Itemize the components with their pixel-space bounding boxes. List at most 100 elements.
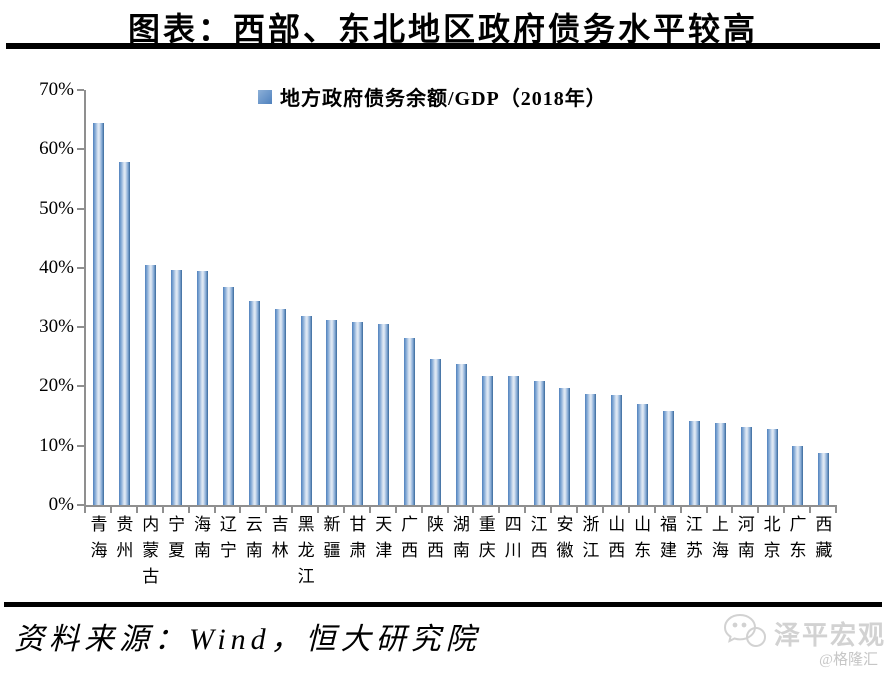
x-category-label: 辽 宁 [219,515,237,560]
y-tick-label: 70% [39,79,74,100]
bar-海南 [197,271,208,505]
watermark: 泽平宏观 [722,612,886,655]
x-tick-mark [472,507,475,513]
bars-area [86,90,837,505]
bar-西藏 [818,453,830,505]
x-tick-mark [705,507,708,513]
x-category-label: 山 东 [634,515,652,560]
chart-legend: 地方政府债务余额/GDP（2018年） [258,82,607,111]
y-tick-mark [77,266,84,269]
bar-上海 [714,422,726,505]
x-tick-mark [265,507,268,513]
y-tick-mark [77,89,84,91]
watermark-handle: @格隆汇 [819,652,878,668]
x-tick-mark [187,507,190,513]
bar-chart: 地方政府债务余额/GDP（2018年） 70% 60% 50% 40% 30% 20% 10… [0,60,886,600]
top-divider [6,43,880,49]
bar-slot [190,90,216,505]
x-category-label: 安 徽 [556,515,574,560]
bar-山东 [637,403,649,505]
x-tick-mark [550,507,553,513]
x-tick-mark [601,507,604,513]
wechat-bubbles-icon [722,612,768,655]
bar-slot [164,90,190,505]
x-category-label: 海 南 [194,515,211,560]
x-tick-mark [368,507,371,513]
bar-黑龙江 [300,315,312,505]
bar-辽宁 [222,286,234,505]
bar-青海 [93,123,105,505]
bar-福建 [663,411,675,505]
legend-label: 地方政府债务余额/GDP（2018年） [280,88,607,110]
bar-江苏 [688,420,700,505]
y-tick-label: 0% [48,494,74,515]
bar-slot [785,90,811,505]
y-tick-mark [77,504,84,506]
bottom-divider [4,602,882,607]
x-category-label: 四 川 [504,515,522,560]
x-tick-mark [317,507,320,513]
x-tick-mark [576,507,578,513]
y-tick-mark [77,207,84,210]
x-category-label: 广 西 [401,515,419,560]
bar-宁夏 [171,269,183,505]
bar-slot [448,90,474,505]
bar-吉林 [274,309,286,505]
x-tick-mark [446,507,449,513]
x-tick-mark [757,507,760,513]
bar-slot [733,90,759,505]
x-category-label: 甘 肃 [349,515,367,560]
x-category-label: 江 苏 [685,515,703,560]
x-tick-mark [239,507,242,513]
bar-slot [397,90,423,505]
bar-slot [345,90,371,505]
y-tick-mark [77,148,84,151]
bar-四川 [507,376,519,505]
x-category-label: 上 海 [711,515,729,560]
y-tick-label: 60% [39,138,74,160]
x-tick-mark [420,507,423,513]
x-category-label: 西 藏 [815,515,833,560]
y-tick-label: 20% [39,375,74,397]
bar-slot [500,90,526,505]
bar-slot [474,90,500,505]
bar-slot [656,90,682,505]
x-category-label: 北 京 [763,515,781,560]
bar-北京 [766,428,778,505]
bar-slot [293,90,319,505]
x-tick-mark [394,507,397,513]
x-category-label: 云 南 [245,515,263,560]
bar-江西 [533,380,545,505]
x-category-label: 吉 林 [271,515,289,560]
x-category-label: 山 西 [608,515,626,560]
x-tick-mark [498,507,501,513]
bar-slot [811,90,837,505]
bar-甘肃 [352,321,364,505]
x-tick-mark [135,507,138,513]
bar-广西 [404,338,416,505]
bar-slot [138,90,164,505]
x-category-label: 江 西 [530,515,548,560]
x-category-label: 陕 西 [427,515,445,560]
bar-slot [112,90,138,505]
x-axis-line [84,505,837,507]
x-tick-mark [653,507,656,513]
y-tick-label: 50% [39,197,74,219]
x-tick-mark [524,507,527,513]
x-tick-mark [835,507,837,513]
x-tick-mark [679,507,682,513]
x-category-label: 福 建 [660,515,678,560]
x-tick-mark [731,507,734,513]
x-tick-mark [109,507,112,513]
bar-浙江 [585,394,597,505]
x-category-label: 重 庆 [478,515,496,560]
x-category-label: 内 蒙 古 [142,515,160,586]
x-tick-mark [84,507,86,513]
bar-slot [319,90,345,505]
bar-安徽 [559,388,571,505]
x-category-label: 宁 夏 [168,515,186,560]
bar-slot [86,90,112,505]
x-tick-mark [161,507,164,513]
bar-贵州 [119,161,131,505]
